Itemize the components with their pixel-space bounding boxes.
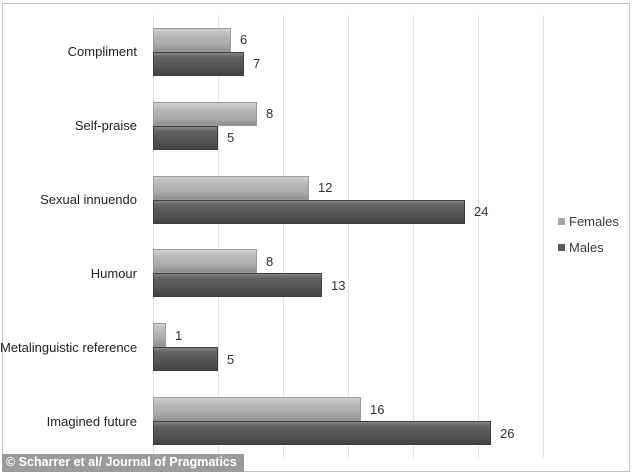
- gridline-5: [218, 15, 219, 458]
- gridline-30: [543, 15, 544, 458]
- females-bar: [153, 27, 231, 52]
- value-label: 6: [240, 32, 248, 48]
- gridline-25: [478, 15, 479, 458]
- value-label: 12: [318, 180, 333, 196]
- value-label: 16: [370, 401, 385, 417]
- value-label: 26: [500, 425, 515, 441]
- value-label: 1: [175, 327, 183, 343]
- source-caption: © Scharrer et al/ Journal of Pragmatics: [2, 454, 244, 472]
- males-bar: [153, 125, 218, 150]
- category-label: Imagined future: [46, 413, 137, 429]
- legend: Females Males: [558, 214, 619, 266]
- gridline-20: [413, 15, 414, 458]
- females-bar: [153, 323, 166, 348]
- legend-item-females: Females: [558, 214, 619, 229]
- category-label: Metalinguistic reference: [0, 339, 138, 355]
- males-bar: [153, 51, 244, 76]
- value-label: 7: [253, 56, 261, 72]
- males-bar: [153, 273, 322, 298]
- females-bar: [153, 249, 257, 274]
- category-axis-labels: Compliment Self-praise Sexual innuendo Humo…: [0, 15, 145, 458]
- legend-label-females: Females: [569, 214, 619, 229]
- females-bar: [153, 397, 361, 422]
- value-label: 5: [227, 130, 235, 146]
- value-label: 8: [266, 106, 274, 122]
- gridline-10: [283, 15, 284, 458]
- category-label: Sexual innuendo: [40, 192, 137, 208]
- legend-label-males: Males: [569, 240, 604, 255]
- females-bar: [153, 101, 257, 126]
- category-label: Compliment: [67, 44, 137, 60]
- gridline-15: [348, 15, 349, 458]
- value-label: 8: [266, 253, 274, 269]
- category-label: Humour: [90, 265, 137, 281]
- legend-item-males: Males: [558, 240, 619, 255]
- males-bar: [153, 347, 218, 372]
- value-label: 24: [474, 204, 489, 220]
- females-bar: [153, 175, 309, 200]
- males-swatch-icon: [558, 244, 565, 251]
- plot-area: 6 7 8 5 12 24 8 13 1 5 16 26: [153, 15, 544, 458]
- males-bar: [153, 199, 465, 224]
- females-swatch-icon: [558, 218, 565, 225]
- category-label: Self-praise: [74, 118, 137, 134]
- males-bar: [153, 421, 491, 446]
- caption-text: © Scharrer et al/ Journal of Pragmatics: [6, 455, 237, 469]
- value-label: 13: [331, 277, 346, 293]
- gridline-0: [153, 15, 154, 458]
- value-label: 5: [227, 351, 235, 367]
